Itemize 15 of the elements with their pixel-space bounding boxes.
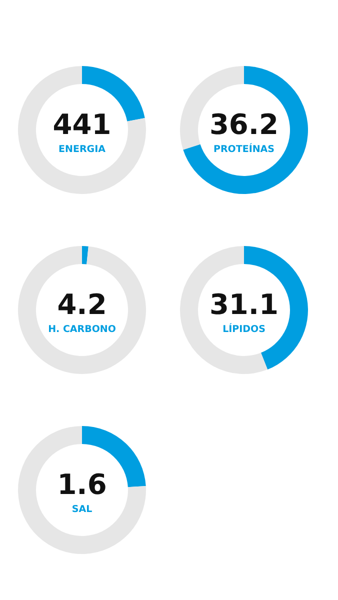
text: 36.2: [209, 108, 279, 141]
text: SAL: [72, 504, 92, 515]
text: 441: [52, 108, 112, 141]
text: 31.1: [209, 288, 279, 321]
donut-slice: [18, 246, 146, 374]
text: H. CARBONO: [48, 324, 116, 335]
donut-slice: [18, 66, 146, 194]
donut-slice: [18, 426, 146, 554]
donut-slice: [183, 66, 308, 194]
text: PROTEÍNAS: [213, 143, 275, 155]
text: 4.2: [57, 288, 107, 321]
donut-slice: [82, 246, 88, 264]
text: LÍPIDOS: [222, 323, 266, 335]
text: ENERGIA: [58, 144, 106, 155]
text: 1.6: [57, 468, 107, 501]
